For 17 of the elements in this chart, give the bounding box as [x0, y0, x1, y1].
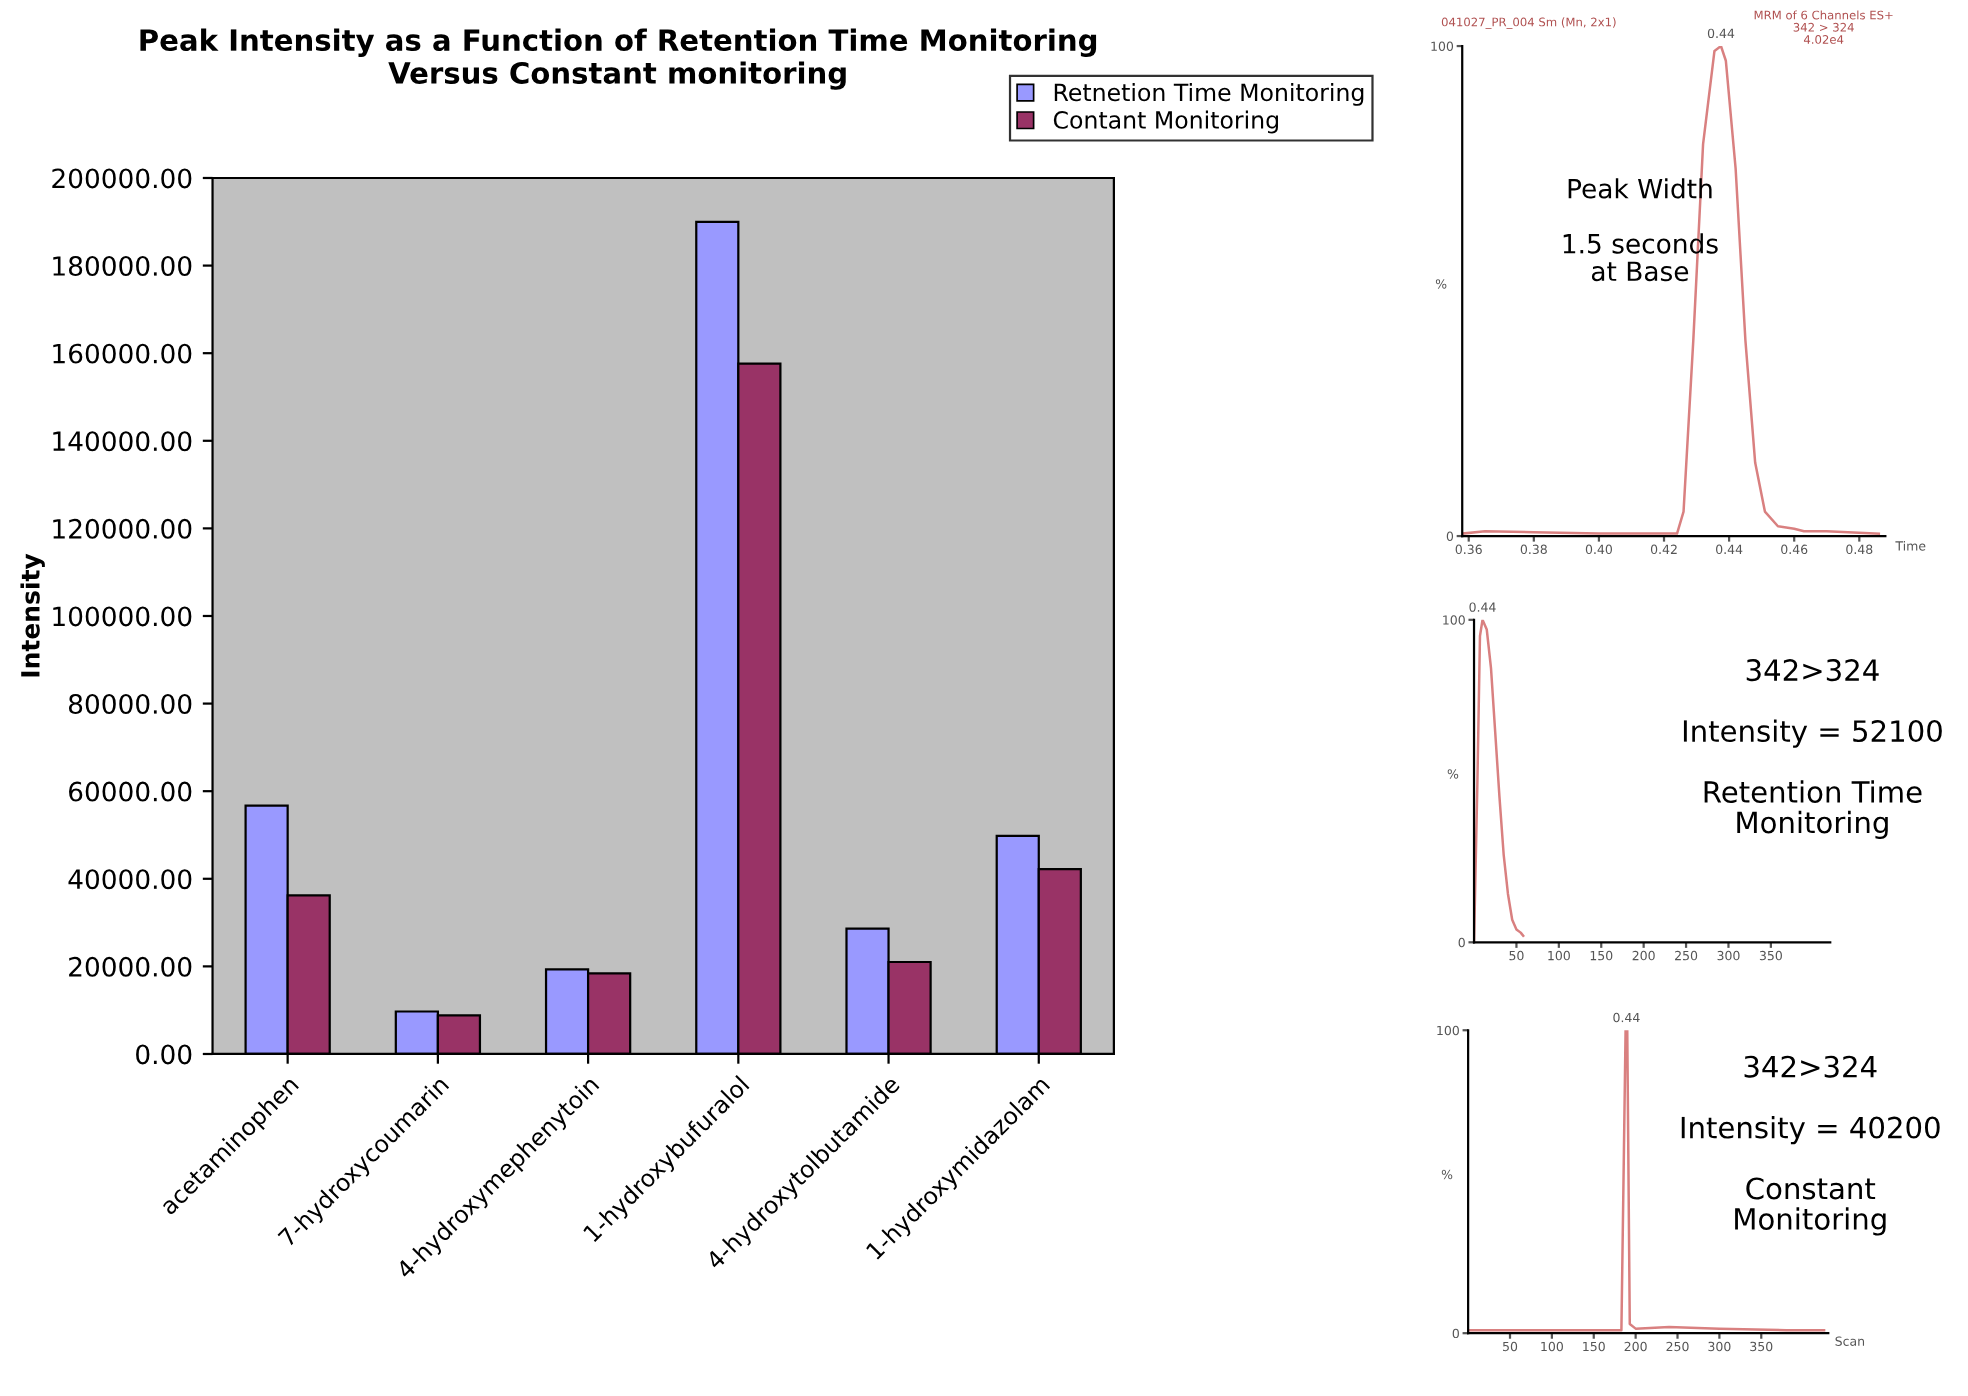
text: 342>324 Intensity = 52100 Retention Time Monitoring	[1683, 659, 1942, 840]
y-tick-label: 0.00	[136, 1044, 192, 1065]
y-axis-title: Intensity	[20, 553, 45, 677]
y-tick-label: 100000.00	[53, 606, 192, 627]
y-tick-label: 40000.00	[68, 869, 192, 890]
y-tick-label: 20000.00	[69, 956, 192, 977]
legend-label: Contant Monitoring	[1053, 110, 1278, 134]
text: Peak Width 1.5 seconds at Base	[1563, 178, 1718, 282]
line-series	[1462, 46, 1881, 535]
y-tick-label: 160000.00	[53, 343, 192, 364]
y-tick-label: 80000.00	[68, 694, 192, 714]
y-tick-label: 60000.00	[69, 781, 192, 802]
y-tick-label: 180000.00	[53, 256, 192, 276]
text: 342>324 Intensity = 40200 Constant Monitoring	[1681, 1055, 1940, 1236]
y-tick-label: 120000.00	[53, 518, 192, 539]
y-tick-label: 200000.00	[52, 168, 192, 189]
y-tick-label: 140000.00	[53, 431, 192, 452]
